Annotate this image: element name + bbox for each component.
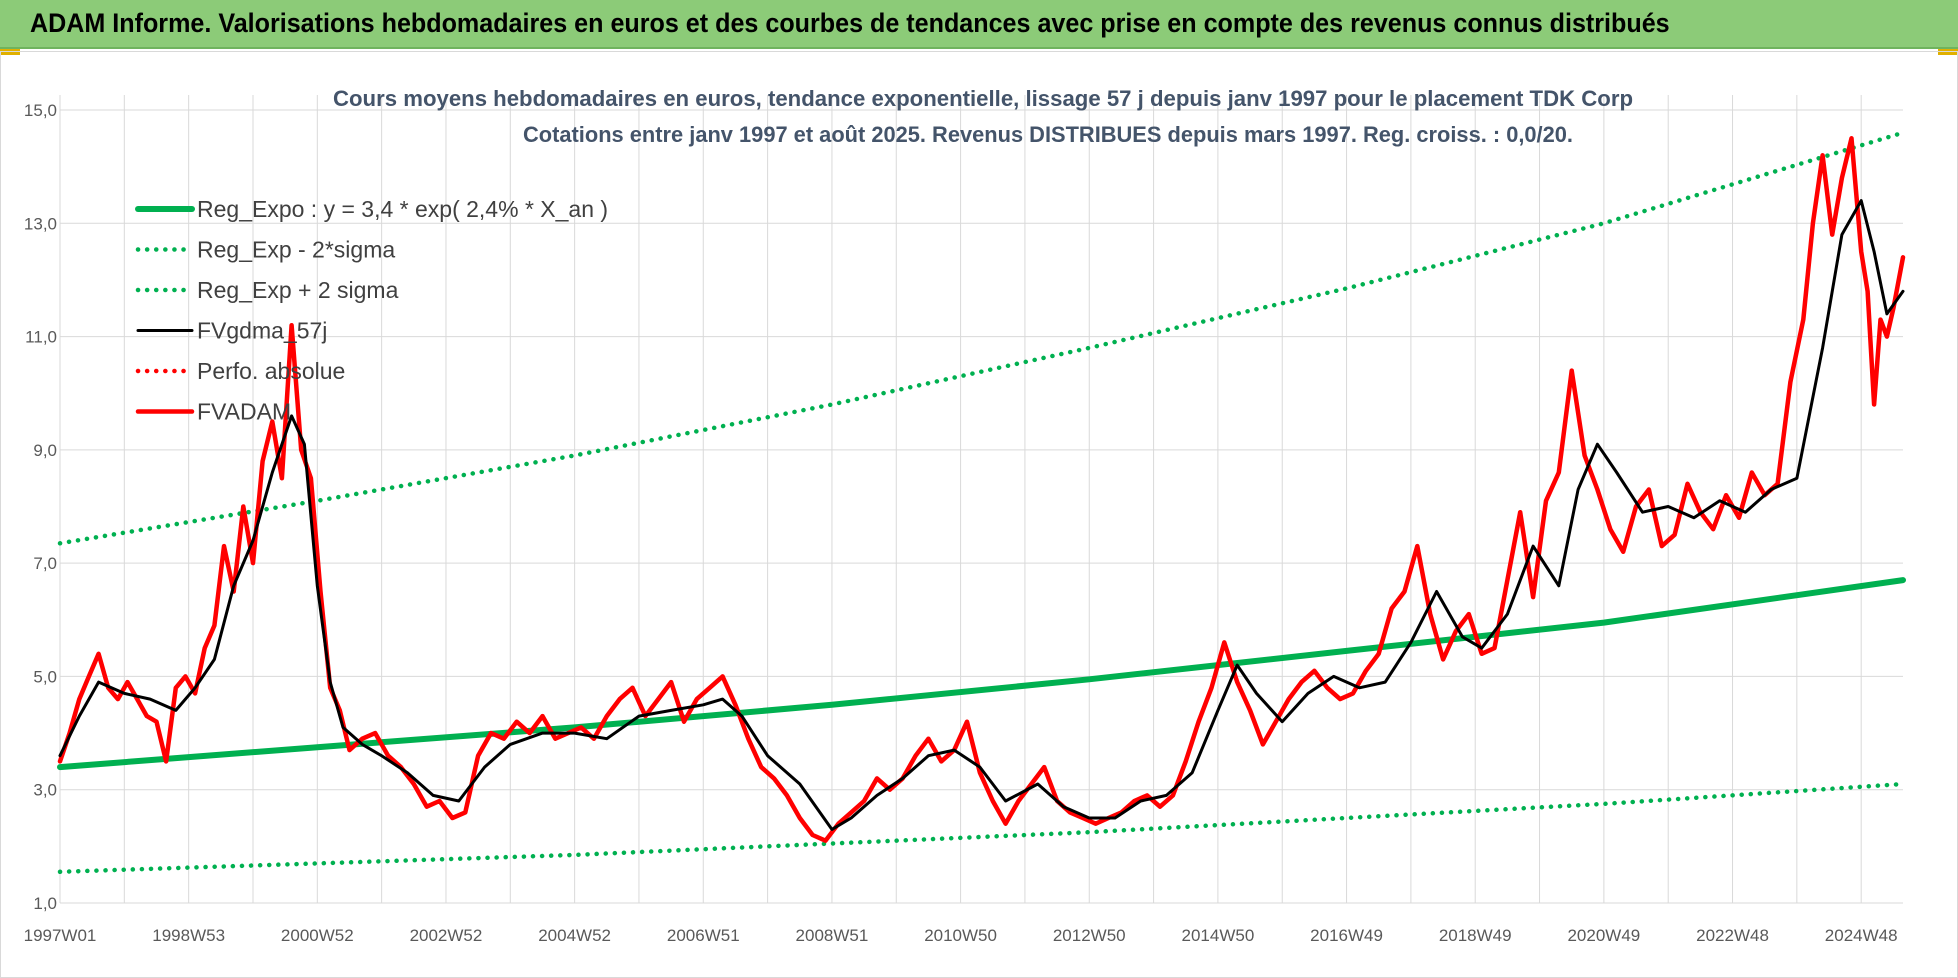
legend-label: Reg_Exp + 2 sigma — [197, 277, 399, 303]
legend-label: Reg_Expo : y = 3,4 * exp( 2,4% * X_an ) — [197, 196, 608, 222]
x-tick-label: 2020W49 — [1567, 926, 1640, 945]
corner-mark-right — [1938, 49, 1958, 55]
legend-label: FVgdma_57j — [197, 318, 327, 344]
x-tick-label: 2000W52 — [281, 926, 354, 945]
legend: Reg_Expo : y = 3,4 * exp( 2,4% * X_an ) R… — [135, 196, 608, 425]
x-tick-label: 1997W01 — [24, 926, 97, 945]
chart-title-line2: Cotations entre janv 1997 et août 2025. … — [523, 122, 1573, 147]
banner: ADAM Informe. Valorisations hebdomadaire… — [0, 0, 1958, 49]
y-axis: 1,0 3,0 5,0 7,0 9,0 11,0 13,0 15,0 — [24, 101, 57, 913]
x-tick-label: 2018W49 — [1439, 926, 1512, 945]
x-tick-label: 2016W49 — [1310, 926, 1383, 945]
y-tick-label: 9,0 — [33, 441, 57, 460]
chart-title-line1: Cours moyens hebdomadaires en euros, ten… — [333, 86, 1633, 111]
y-tick-label: 3,0 — [33, 781, 57, 800]
x-axis: 1997W01 1998W53 2000W52 2002W52 2004W52 2006W… — [24, 926, 1898, 945]
y-tick-label: 7,0 — [33, 554, 57, 573]
legend-label: Perfo. absolue — [197, 358, 345, 384]
series-line-1 — [57, 577, 1906, 771]
y-tick-label: 1,0 — [33, 894, 57, 913]
x-tick-label: 2002W52 — [410, 926, 483, 945]
x-tick-label: 2022W48 — [1696, 926, 1769, 945]
x-tick-label: 2014W50 — [1182, 926, 1255, 945]
y-tick-label: 15,0 — [24, 101, 57, 120]
x-tick-label: 2010W50 — [924, 926, 997, 945]
y-tick-label: 11,0 — [25, 328, 57, 347]
legend-label: FVADAM — [197, 399, 291, 425]
series-layer — [57, 130, 1906, 875]
banner-title: ADAM Informe. Valorisations hebdomadaire… — [30, 8, 1670, 38]
legend-label: Reg_Exp - 2*sigma — [197, 237, 395, 263]
grid — [59, 95, 1903, 904]
x-tick-label: 2024W48 — [1825, 926, 1898, 945]
x-tick-label: 2008W51 — [796, 926, 869, 945]
series-line-3 — [57, 130, 1906, 546]
series-line-2 — [57, 781, 1906, 875]
x-tick-label: 2012W50 — [1053, 926, 1126, 945]
series-line-5 — [57, 136, 1906, 843]
series-line-4 — [58, 199, 1905, 831]
y-tick-label: 5,0 — [33, 667, 57, 686]
corner-mark-left — [0, 49, 20, 55]
x-tick-label: 2006W51 — [667, 926, 740, 945]
y-tick-label: 13,0 — [24, 214, 57, 233]
x-tick-label: 1998W53 — [152, 926, 225, 945]
x-tick-label: 2004W52 — [538, 926, 611, 945]
